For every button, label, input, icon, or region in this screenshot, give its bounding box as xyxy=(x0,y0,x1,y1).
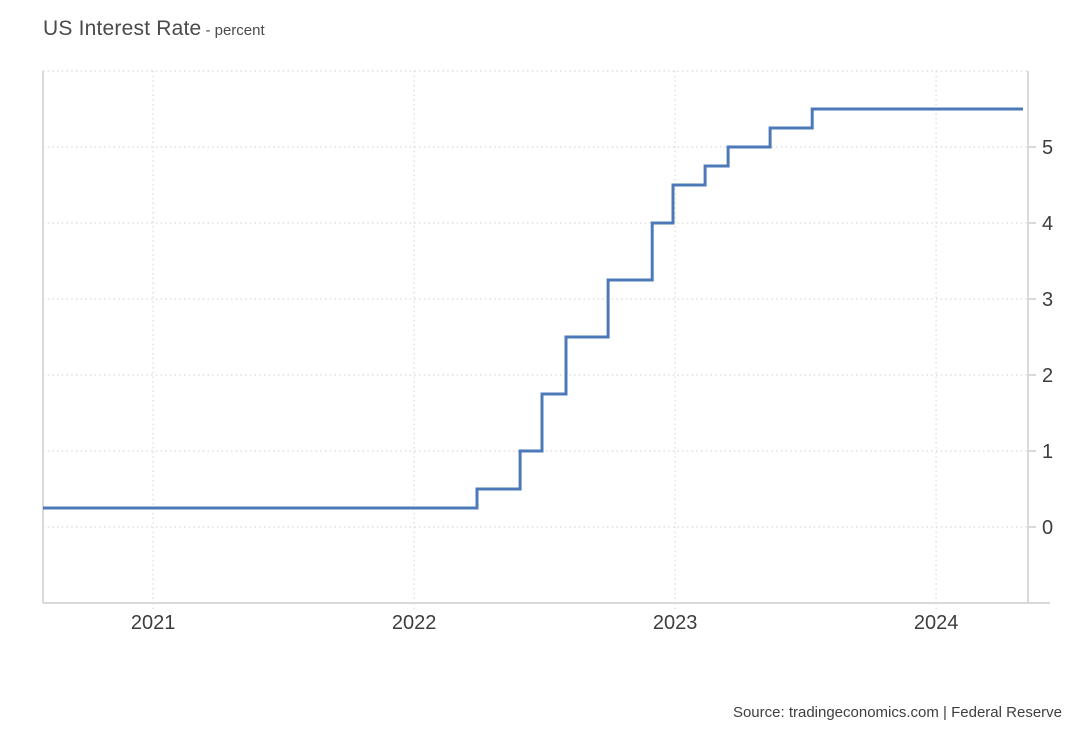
series-line xyxy=(43,107,1023,510)
y-tick-label: 3 xyxy=(1042,289,1053,311)
y-tick-label: 5 xyxy=(1042,137,1053,159)
y-tick-label: 2 xyxy=(1042,365,1053,387)
x-tick-label: 2023 xyxy=(653,612,698,634)
chart-title-row: US Interest Rate - percent xyxy=(43,17,265,41)
y-tick-label: 1 xyxy=(1042,441,1053,463)
chart-title: US Interest Rate xyxy=(43,17,202,40)
x-tick-label: 2021 xyxy=(131,612,176,634)
x-tick-label: 2022 xyxy=(392,612,437,634)
x-tick-label: 2024 xyxy=(914,612,959,634)
source-attribution: Source: tradingeconomics.com | Federal R… xyxy=(732,704,1062,721)
y-tick-label: 0 xyxy=(1042,517,1053,539)
chart-subtitle: - percent xyxy=(205,22,265,39)
y-tick-label: 4 xyxy=(1042,213,1053,235)
chart-canvas: 0 1 2 3 4 5 2021 2022 2023 2024 xyxy=(42,70,1053,634)
